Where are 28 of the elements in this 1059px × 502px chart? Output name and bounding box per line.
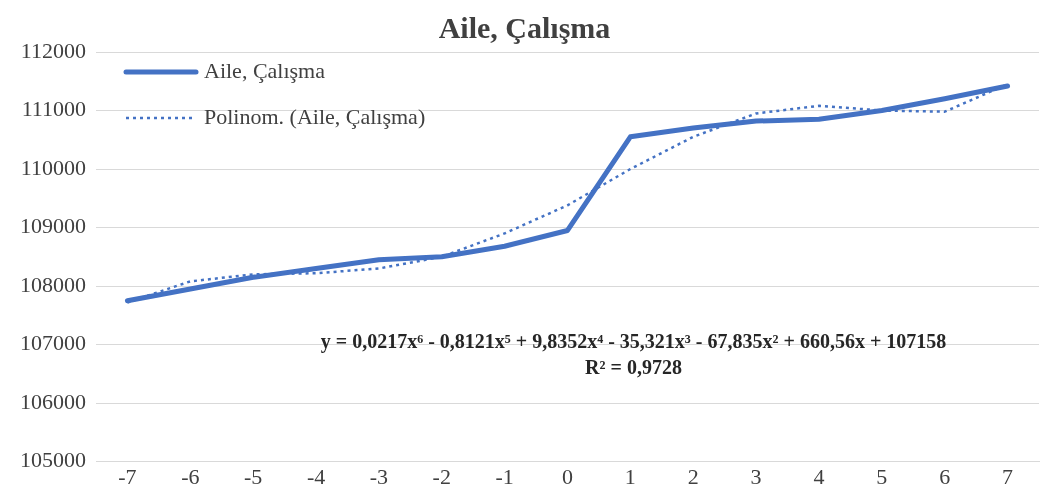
y-tick-label: 110000 xyxy=(20,154,86,180)
x-tick-label: -4 xyxy=(306,463,326,489)
x-tick-label: -3 xyxy=(369,463,389,489)
y-tick-label: 111000 xyxy=(21,96,86,122)
x-tick-label: 4 xyxy=(813,463,825,489)
x-tick-label: -2 xyxy=(432,463,451,489)
legend-label: Polinom. (Aile, Çalışma) xyxy=(204,103,426,129)
annotation: R² = 0,9728 xyxy=(585,355,682,378)
x-tick-label: -6 xyxy=(181,463,200,489)
x-tick-label: 5 xyxy=(876,463,888,489)
y-tick-label: 107000 xyxy=(20,330,86,356)
x-tick-label: 6 xyxy=(939,463,951,489)
x-tick-label: -7 xyxy=(118,463,137,489)
y-tick-label: 112000 xyxy=(20,37,86,63)
x-tick-label: 7 xyxy=(1002,463,1014,489)
y-tick-label: 109000 xyxy=(20,213,86,239)
x-tick-label: 0 xyxy=(562,463,573,489)
x-tick-label: -5 xyxy=(244,463,263,489)
y-tick-label: 108000 xyxy=(20,271,86,297)
x-tick-label: 2 xyxy=(687,463,699,489)
y-tick-label: 106000 xyxy=(20,388,86,414)
x-tick-label: 1 xyxy=(624,463,636,489)
annotation: y = 0,0217x⁶ - 0,8121x⁵ + 9,8352x⁴ - 35,321x³ - 67,835x² + 660,56x + 107158 xyxy=(320,329,947,353)
chart-title: Aile, Çalışma xyxy=(438,10,611,44)
y-tick-label: 105000 xyxy=(20,447,86,473)
x-tick-label: 3 xyxy=(750,463,762,489)
x-tick-label: -1 xyxy=(495,463,514,489)
legend-label: Aile, Çalışma xyxy=(204,57,326,83)
